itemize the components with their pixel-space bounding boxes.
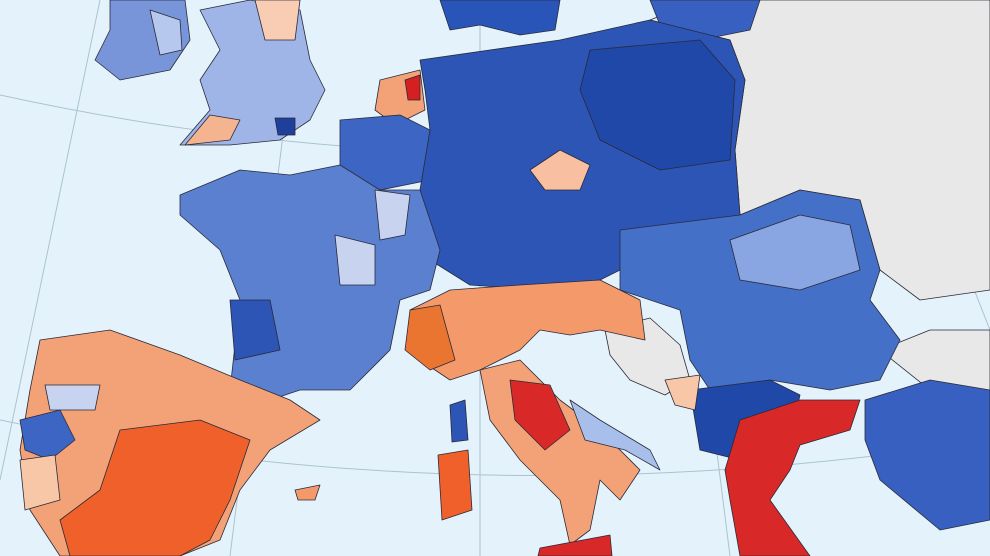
regions	[19, 0, 990, 556]
